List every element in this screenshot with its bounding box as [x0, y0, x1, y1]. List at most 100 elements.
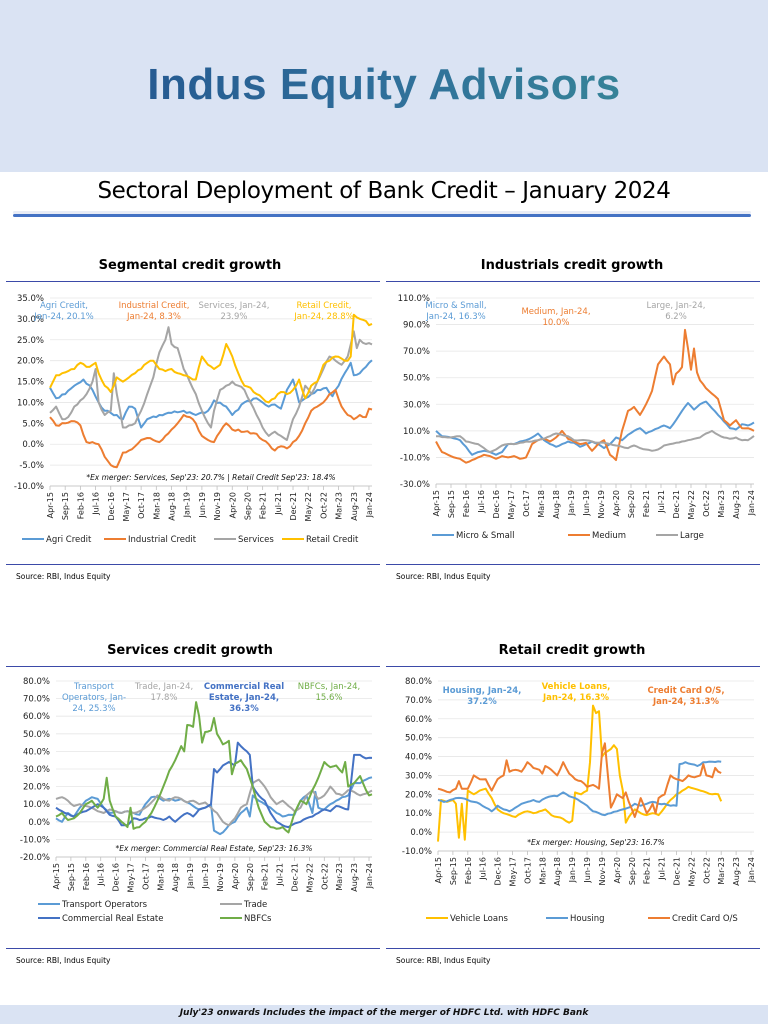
- y-tick-label: 90.0%: [403, 321, 430, 331]
- x-tick-label: May-17: [122, 492, 131, 521]
- legend-label: Transport Operators: [61, 900, 148, 910]
- x-tick-label: Jul-16: [477, 490, 486, 514]
- series-annotation: Micro & Small, Jan-24, 16.3%: [425, 301, 486, 322]
- annotation-line: 6.2%: [665, 312, 687, 322]
- x-tick-label: May-22: [687, 490, 696, 519]
- x-tick-label: Apr-20: [613, 857, 622, 883]
- y-tick-label: -20.0%: [20, 853, 50, 863]
- annotation-line: Jan-24, 20.1%: [33, 312, 93, 322]
- panel-bottom-rule: [6, 564, 380, 565]
- x-tick-label: Aug-23: [350, 863, 359, 892]
- x-tick-label: Nov-19: [597, 490, 606, 518]
- y-tick-label: 40.0%: [23, 747, 50, 757]
- annotation-line: 24, 25.3%: [72, 704, 115, 714]
- source-note: Source: RBI, Indus Equity: [396, 572, 491, 581]
- x-tick-label: Feb-16: [464, 857, 473, 884]
- x-tick-label: Sep-15: [61, 492, 70, 520]
- series-line-nbfcs: [55, 701, 373, 834]
- series-annotation: Transport Operators, Jan-24, 25.3%: [62, 682, 126, 714]
- x-tick-label: Jul-21: [657, 490, 666, 514]
- annotation-line: Large, Jan-24,: [646, 301, 705, 311]
- x-tick-label: Jul-16: [92, 492, 101, 516]
- x-tick-label: Dec-21: [289, 492, 298, 521]
- annotation-line: Retail Credit,: [297, 301, 352, 311]
- x-tick-label: Aug-23: [732, 857, 741, 886]
- series-annotation: Housing, Jan-24, 37.2%: [443, 686, 522, 707]
- series-annotation: Industrial Credit, Jan-24, 8.3%: [119, 301, 190, 322]
- x-tick-label: Dec-21: [672, 857, 681, 886]
- x-tick-label: Oct-17: [141, 863, 150, 890]
- x-tick-label: Mar-18: [156, 863, 165, 891]
- y-tick-label: 20.0%: [23, 783, 50, 793]
- panel-title-rule: [6, 666, 380, 667]
- y-tick-label: 30.0%: [405, 771, 432, 781]
- industrials-chart: -30.0% -10.0% 10.0% 30.0% 50.0% 70.0% 90.0% 110…: [398, 294, 756, 541]
- x-tick-label: Dec-21: [672, 490, 681, 519]
- annotation-line: Trade, Jan-24,: [134, 682, 193, 692]
- x-tick-label: Nov-19: [216, 863, 225, 891]
- series-line-industrial-credit: [49, 388, 373, 469]
- y-tick-label: -10.0%: [400, 453, 430, 463]
- brand-title: Indus Equity Advisors: [0, 60, 768, 110]
- annotation-line: Jan-24, 8.3%: [126, 312, 181, 322]
- annotation-line: 17.8%: [150, 693, 177, 703]
- annotation-line: Medium, Jan-24,: [521, 307, 590, 317]
- annotation-line: 37.2%: [467, 697, 497, 707]
- x-tick-label: Oct-17: [523, 857, 532, 884]
- panel-bottom-rule: [6, 948, 380, 949]
- x-tick-label: Feb-21: [259, 492, 268, 519]
- series-annotation: Trade, Jan-24, 17.8%: [134, 682, 193, 703]
- x-tick-label: Feb-16: [462, 490, 471, 517]
- series-line-agri-credit: [49, 359, 373, 429]
- x-tick-label: May-22: [304, 492, 313, 521]
- y-tick-label: 30.0%: [403, 400, 430, 410]
- annotation-line: Jan-24, 28.8%: [293, 312, 353, 322]
- footnote: *Ex merger: Housing, Sep'23: 16.7%: [527, 838, 664, 847]
- title-underline: [13, 214, 751, 217]
- series-line-retail-credit: [49, 313, 373, 404]
- y-tick-label: 10.0%: [405, 809, 432, 819]
- x-tick-label: Mar-18: [537, 490, 546, 518]
- y-tick-label: 110.0%: [398, 294, 430, 304]
- x-tick-label: Jul-21: [276, 863, 285, 887]
- annotation-line: Industrial Credit,: [119, 301, 190, 311]
- annotation-line: 36.3%: [229, 704, 259, 714]
- legend-label: Credit Card O/S: [672, 914, 738, 924]
- chart-title: Industrials credit growth: [480, 258, 664, 273]
- annotation-line: Jan-24, 31.3%: [652, 697, 719, 707]
- panel-segmental: Segmental credit growth -10.0% -5.0% 0.0% 5…: [4, 250, 380, 590]
- panel-bottom-rule: [386, 564, 760, 565]
- x-tick-label: Sep-20: [246, 863, 255, 891]
- panel-title-rule: [386, 281, 760, 282]
- series-line-large: [436, 429, 755, 454]
- legend-label: Commercial Real Estate: [62, 914, 163, 924]
- annotation-line: Agri Credit,: [40, 301, 88, 311]
- x-tick-label: Oct-22: [702, 490, 711, 517]
- x-tick-label: Jul-21: [658, 857, 667, 881]
- series-line-transport-operators: [55, 776, 373, 836]
- chart-title: Services credit growth: [107, 643, 273, 658]
- y-tick-label: 0.0%: [410, 828, 432, 838]
- x-tick-label: Oct-22: [702, 857, 711, 884]
- x-tick-label: Feb-21: [261, 863, 270, 890]
- x-tick-label: Jan-24: [747, 490, 756, 516]
- x-tick-label: Dec-16: [494, 857, 503, 886]
- panel-bottom-rule: [386, 948, 760, 949]
- segmental-chart: -10.0% -5.0% 0.0% 5.0% 10.0% 15.0% 20.0% 25.0% 3…: [14, 294, 374, 545]
- x-tick-label: Mar-23: [717, 490, 726, 518]
- y-tick-label: 5.0%: [22, 419, 44, 429]
- y-tick-label: 10.0%: [17, 398, 44, 408]
- series-line-credit-card-o-s: [437, 742, 722, 818]
- annotation-line: Jan-24, 16.3%: [425, 312, 485, 322]
- x-tick-label: Mar-23: [335, 492, 344, 520]
- x-tick-label: Feb-16: [82, 863, 91, 890]
- annotation-line: Estate, Jan-24,: [209, 693, 279, 703]
- x-tick-label: Jan-19: [567, 490, 576, 516]
- panel-title-rule: [6, 281, 380, 282]
- series-line-commercial-real-estate: [55, 741, 373, 829]
- y-tick-label: 30.0%: [17, 315, 44, 325]
- panel-title-rule: [386, 666, 760, 667]
- x-tick-label: Feb-21: [642, 490, 651, 517]
- series-annotation: Commercial Real Estate, Jan-24, 36.3%: [204, 682, 284, 714]
- x-tick-label: Jan-24: [365, 863, 374, 889]
